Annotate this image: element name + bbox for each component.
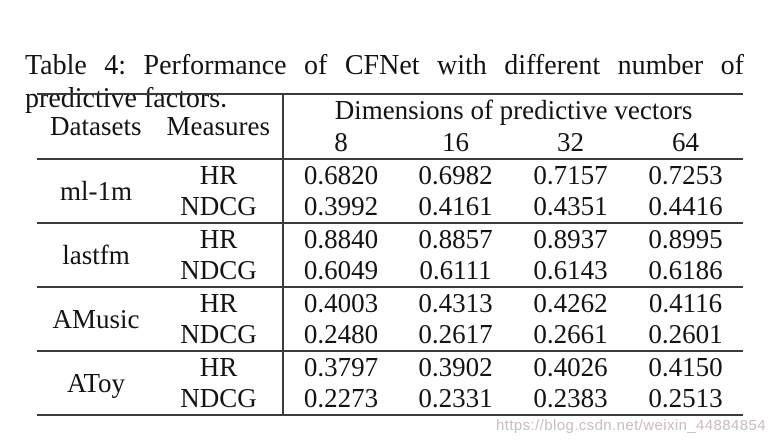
dataset-cell: lastfm bbox=[62, 239, 130, 270]
dataset-cell: AMusic bbox=[52, 303, 140, 334]
column-header-dim-8: 8 bbox=[282, 126, 398, 159]
value-cell: 0.2480 bbox=[282, 319, 398, 351]
value-cell: 0.4150 bbox=[648, 352, 723, 382]
value-cell: 0.4116 bbox=[648, 288, 723, 318]
measure-cell: HR bbox=[199, 288, 238, 318]
table-row: NDCG 0.3992 0.4161 0.4351 0.4416 bbox=[37, 191, 743, 223]
dataset-cell: AToy bbox=[66, 367, 126, 398]
value-cell: 0.2273 bbox=[282, 383, 398, 415]
value-cell: 0.4262 bbox=[533, 288, 608, 318]
value-cell: 0.8857 bbox=[418, 224, 493, 254]
table-row: NDCG 0.2273 0.2331 0.2383 0.2513 bbox=[37, 383, 743, 415]
value-cell: 0.8995 bbox=[648, 224, 723, 254]
value-cell: 0.2513 bbox=[648, 383, 723, 413]
measure-cell: HR bbox=[199, 224, 238, 254]
header-row-dims: 8 16 32 64 bbox=[37, 126, 743, 159]
table-caption-line2: predictive factors. bbox=[25, 83, 228, 114]
value-cell: 0.2331 bbox=[418, 383, 493, 413]
table-header: Datasets Measures Dimensions of predicti… bbox=[37, 94, 744, 159]
table-row: AToy HR 0.3797 0.3902 0.4026 0.4150 bbox=[37, 351, 743, 398]
value-cell: 0.7157 bbox=[533, 160, 608, 190]
measure-cell: HR bbox=[199, 352, 238, 382]
column-header-dim-32: 32 bbox=[557, 126, 584, 157]
table-row: ml-1m HR 0.6820 0.6982 0.7157 0.7253 bbox=[37, 159, 743, 206]
csdn-watermark-url: https://blog.csdn.net/weixin_44884854 bbox=[496, 417, 766, 434]
column-header-dim-16: 16 bbox=[442, 126, 469, 157]
dataset-cell: ml-1m bbox=[60, 175, 132, 206]
value-cell: 0.3992 bbox=[282, 191, 398, 223]
value-cell: 0.6111 bbox=[419, 255, 492, 285]
measure-cell: NDCG bbox=[180, 319, 257, 349]
value-cell: 0.3797 bbox=[282, 351, 398, 383]
table-row: NDCG 0.6049 0.6111 0.6143 0.6186 bbox=[37, 255, 743, 287]
value-cell: 0.3902 bbox=[418, 352, 493, 382]
value-cell: 0.8937 bbox=[533, 224, 608, 254]
measure-cell: HR bbox=[199, 160, 238, 190]
value-cell: 0.6186 bbox=[648, 255, 723, 285]
datasets-measures-labels: Datasets Measures bbox=[37, 111, 282, 142]
value-cell: 0.6049 bbox=[282, 255, 398, 287]
value-cell: 0.4161 bbox=[418, 191, 493, 221]
column-header-dim-64: 64 bbox=[672, 126, 700, 157]
value-cell: 0.7253 bbox=[648, 160, 723, 190]
table-row: NDCG 0.2480 0.2617 0.2661 0.2601 bbox=[37, 319, 743, 351]
value-cell: 0.4026 bbox=[533, 352, 608, 382]
group-ml-1m: ml-1m HR 0.6820 0.6982 0.7157 0.7253 NDC… bbox=[37, 159, 744, 223]
value-cell: 0.4003 bbox=[282, 287, 398, 319]
group-lastfm: lastfm HR 0.8840 0.8857 0.8937 0.8995 ND… bbox=[37, 223, 744, 287]
measure-cell: NDCG bbox=[180, 255, 257, 285]
value-cell: 0.4313 bbox=[418, 288, 493, 318]
group-atoy: AToy HR 0.3797 0.3902 0.4026 0.4150 NDCG… bbox=[37, 351, 744, 415]
header-cell-datasets-measures: Datasets Measures bbox=[37, 94, 283, 159]
table-row: lastfm HR 0.8840 0.8857 0.8937 0.8995 bbox=[37, 223, 743, 270]
group-amusic: AMusic HR 0.4003 0.4313 0.4262 0.4116 ND… bbox=[37, 287, 744, 351]
results-table: Datasets Measures Dimensions of predicti… bbox=[37, 93, 744, 416]
value-cell: 0.6143 bbox=[533, 255, 608, 285]
value-cell: 0.4416 bbox=[648, 191, 723, 221]
value-cell: 0.2601 bbox=[648, 319, 723, 349]
value-cell: 0.2383 bbox=[533, 383, 608, 413]
table-caption-line1: Table 4: Performance of CFNet with diffe… bbox=[25, 50, 744, 81]
measure-cell: NDCG bbox=[180, 191, 257, 221]
column-header-datasets: Datasets bbox=[50, 111, 142, 141]
value-cell: 0.4351 bbox=[533, 191, 608, 221]
value-cell: 0.2617 bbox=[418, 319, 493, 349]
value-cell: 0.6982 bbox=[418, 160, 493, 190]
table-caption: Table 4: Performance of CFNet with diffe… bbox=[25, 49, 744, 115]
measure-cell: NDCG bbox=[180, 383, 257, 413]
value-cell: 0.6820 bbox=[282, 159, 398, 191]
column-header-dimensions: Dimensions of predictive vectors bbox=[281, 94, 744, 126]
column-header-measures: Measures bbox=[166, 111, 270, 141]
value-cell: 0.8840 bbox=[282, 223, 398, 255]
header-row-top: Datasets Measures Dimensions of predicti… bbox=[37, 94, 744, 141]
table-row: AMusic HR 0.4003 0.4313 0.4262 0.4116 bbox=[37, 287, 743, 334]
value-cell: 0.2661 bbox=[533, 319, 608, 349]
